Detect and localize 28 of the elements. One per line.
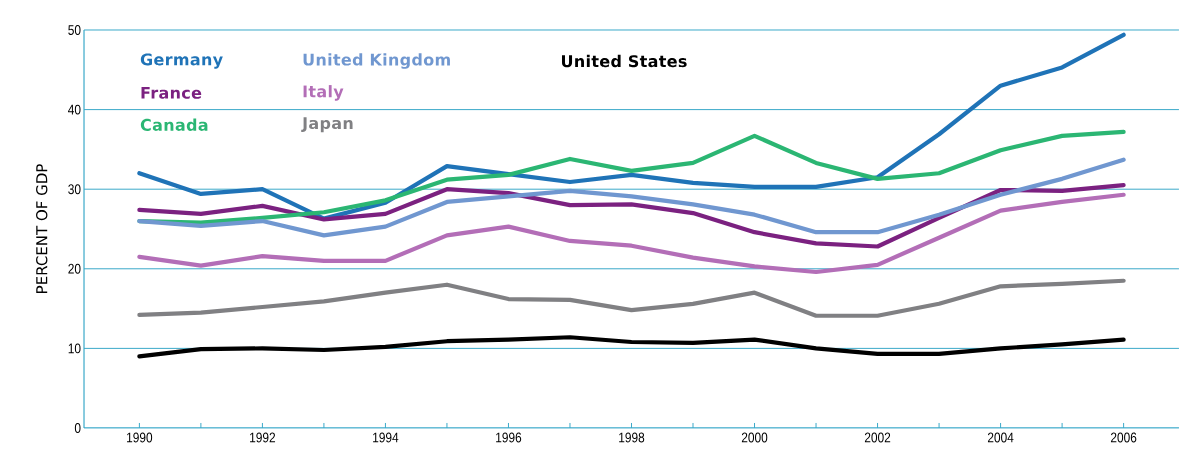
y-tick-label: 0 [74,423,81,433]
y-tick-label: 30 [68,184,81,195]
x-tick-label: 1990 [127,432,153,443]
x-tick-label: 2000 [741,432,768,443]
text: United Kingdom [303,53,450,69]
text: Japan [301,117,353,133]
x-tick-label: 2002 [864,432,891,443]
x-tick-label: 1992 [250,432,276,443]
x-tick-label: 2006 [1110,432,1137,443]
y-tick-label: 20 [68,263,81,274]
line-series [137,192,1126,275]
text: Germany [140,53,223,69]
y-tick-label: 50 [68,25,81,35]
y-tick-label: 40 [68,104,81,115]
text: Canada [140,118,208,131]
line-series [137,278,1126,318]
y-axis-title: PERCENT OF GDP [36,164,48,293]
y-tick-label: 10 [68,343,81,354]
x-tick-label: 1994 [373,432,399,443]
line-series [137,335,1126,359]
text: Italy [303,85,344,101]
line-series [137,157,1126,238]
x-tick-label: 1996 [496,432,522,443]
text: France [141,86,202,99]
x-tick-label: 1998 [619,432,645,443]
line-series [137,183,1126,249]
x-tick-label: 2004 [987,432,1014,443]
text: United States [561,54,687,68]
